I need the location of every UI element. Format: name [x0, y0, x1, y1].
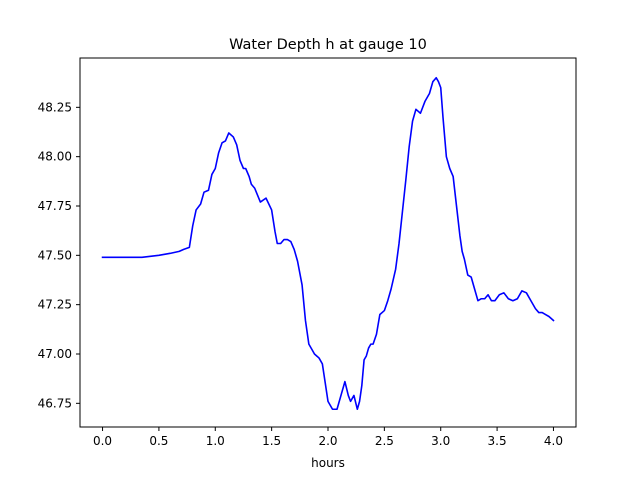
x-tick-label: 1.0	[206, 434, 225, 448]
y-tick-label: 47.00	[38, 347, 72, 361]
y-axis: 46.75 47.00 47.25 47.50 47.75 48.00 48.25	[38, 100, 80, 410]
y-tick-label: 48.00	[38, 150, 72, 164]
x-tick-label: 0.0	[93, 434, 112, 448]
x-tick-label: 1.5	[262, 434, 281, 448]
y-tick-label: 48.25	[38, 100, 72, 114]
x-tick-label: 4.0	[544, 434, 563, 448]
x-axis-label: hours	[311, 456, 345, 470]
axes-frame	[79, 57, 577, 428]
x-axis: 0.0 0.5 1.0 1.5 2.0 2.5 3.0 3.5 4.0	[93, 427, 563, 448]
y-tick-label: 47.75	[38, 199, 72, 213]
x-tick-label: 2.5	[375, 434, 394, 448]
y-tick-label: 47.25	[38, 298, 72, 312]
x-tick-label: 3.5	[488, 434, 507, 448]
y-tick-label: 46.75	[38, 396, 72, 410]
chart-title: Water Depth h at gauge 10	[229, 37, 427, 53]
water-depth-line	[101, 76, 555, 411]
y-tick-label: 47.50	[38, 248, 72, 262]
x-tick-label: 2.0	[318, 434, 337, 448]
plot-area	[101, 76, 555, 411]
x-tick-label: 3.0	[431, 434, 450, 448]
x-tick-label: 0.5	[149, 434, 168, 448]
